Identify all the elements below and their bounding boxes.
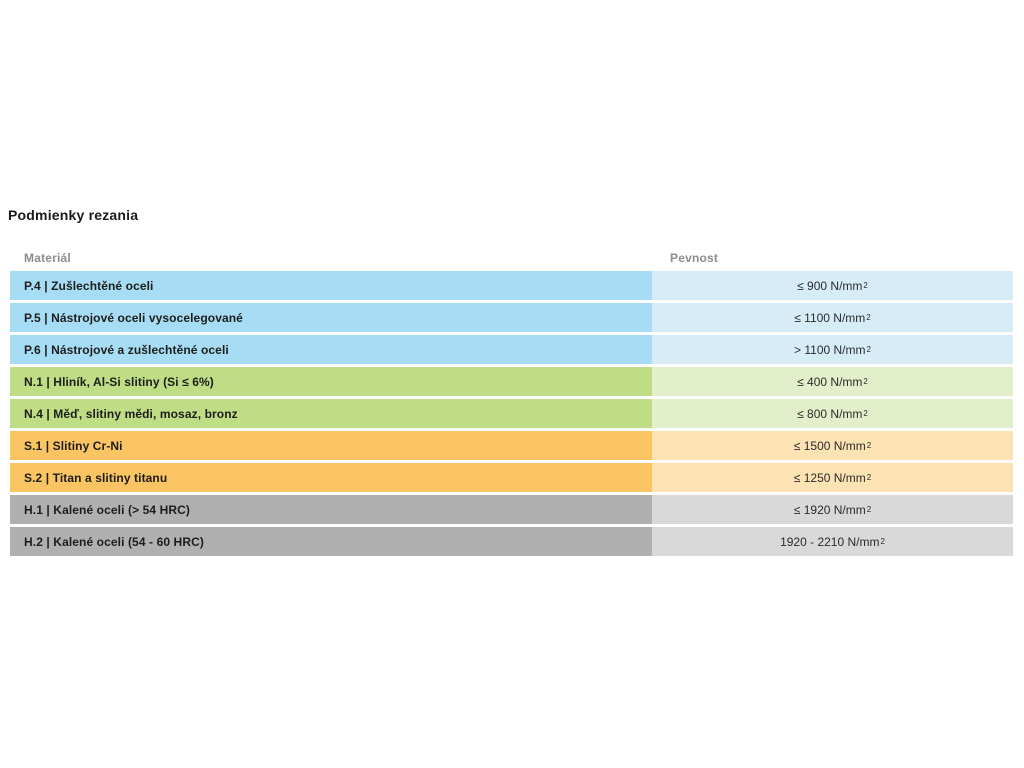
material-cell: H.2 | Kalené oceli (54 - 60 HRC) [10,527,652,556]
strength-cell: ≤ 1500 N/mm 2 [652,431,1013,460]
strength-cell: ≤ 1920 N/mm 2 [652,495,1013,524]
strength-cell: ≤ 900 N/mm 2 [652,271,1013,300]
table-row: N.1 | Hliník, Al-Si slitiny (Si ≤ 6%) ≤ … [10,367,1013,396]
table-row: S.1 | Slitiny Cr-Ni ≤ 1500 N/mm 2 [10,431,1013,460]
material-cell: S.1 | Slitiny Cr-Ni [10,431,652,460]
table-row: P.5 | Nástrojové oceli vysocelegované ≤ … [10,303,1013,332]
table-row: H.1 | Kalené oceli (> 54 HRC) ≤ 1920 N/m… [10,495,1013,524]
strength-cell: ≤ 1100 N/mm 2 [652,303,1013,332]
strength-value: ≤ 1250 N/mm [793,470,866,485]
column-header-pevnost: Pevnost [670,250,719,265]
material-cell: N.4 | Měď, slitiny mědi, mosaz, bronz [10,399,652,428]
table-row: S.2 | Titan a slitiny titanu ≤ 1250 N/mm… [10,463,1013,492]
strength-value: ≤ 1920 N/mm [793,502,866,517]
strength-value: > 1100 N/mm [794,342,866,357]
page-title: Podmienky rezania [8,207,139,223]
material-cell: H.1 | Kalené oceli (> 54 HRC) [10,495,652,524]
table-row: H.2 | Kalené oceli (54 - 60 HRC) 1920 - … [10,527,1013,556]
strength-value: ≤ 400 N/mm [797,374,863,389]
column-header-material: Materiál [24,250,71,265]
strength-cell: 1920 - 2210 N/mm 2 [652,527,1013,556]
table-row: P.4 | Zušlechtěné oceli ≤ 900 N/mm 2 [10,271,1013,300]
strength-value: ≤ 900 N/mm [797,278,863,293]
strength-cell: > 1100 N/mm 2 [652,335,1013,364]
strength-value: ≤ 800 N/mm [797,406,863,421]
strength-cell: ≤ 800 N/mm 2 [652,399,1013,428]
strength-cell: ≤ 1250 N/mm 2 [652,463,1013,492]
strength-value: 1920 - 2210 N/mm [780,534,880,549]
material-cell: P.5 | Nástrojové oceli vysocelegované [10,303,652,332]
strength-value: ≤ 1500 N/mm [793,438,866,453]
table-header-row: Materiál Pevnost [10,244,1013,271]
table-row: P.6 | Nástrojové a zušlechtěné oceli > 1… [10,335,1013,364]
strength-value: ≤ 1100 N/mm [794,310,866,325]
table-row: N.4 | Měď, slitiny mědi, mosaz, bronz ≤ … [10,399,1013,428]
strength-cell: ≤ 400 N/mm 2 [652,367,1013,396]
material-cell: P.4 | Zušlechtěné oceli [10,271,652,300]
material-cell: P.6 | Nástrojové a zušlechtěné oceli [10,335,652,364]
cutting-conditions-table: Materiál Pevnost P.4 | Zušlechtěné oceli… [10,244,1013,559]
material-cell: S.2 | Titan a slitiny titanu [10,463,652,492]
material-cell: N.1 | Hliník, Al-Si slitiny (Si ≤ 6%) [10,367,652,396]
